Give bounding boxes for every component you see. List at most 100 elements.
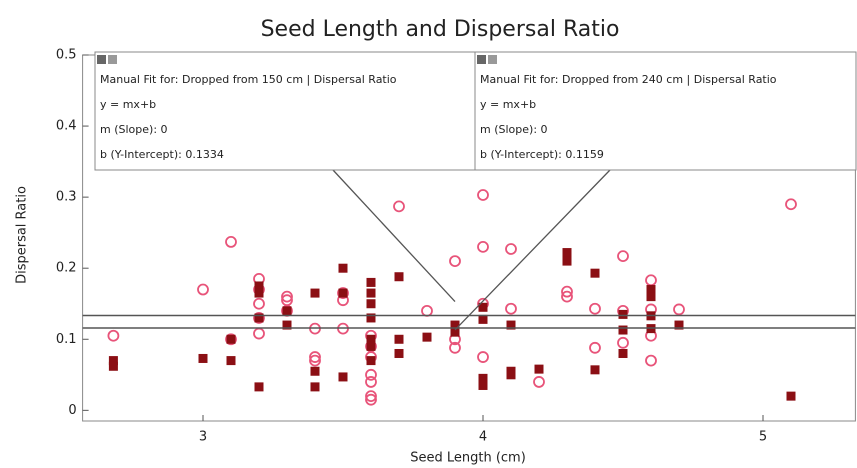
fit-intercept: b (Y-Intercept): 0.1334 [100, 148, 224, 161]
circle-point [365, 393, 377, 406]
intercept-value: 0.1159 [565, 148, 604, 161]
square-point [310, 366, 320, 376]
square-point [108, 361, 118, 371]
circle-point [225, 236, 237, 248]
square-point [366, 356, 376, 366]
square-point [450, 320, 460, 330]
fit-equation: y = mx+b [100, 98, 156, 111]
square-point [786, 391, 796, 401]
circle-point [673, 303, 685, 316]
box-icon [108, 55, 117, 64]
annotation-box [474, 51, 857, 171]
circle-point [589, 341, 601, 354]
square-point [310, 288, 320, 298]
square-point [282, 306, 292, 316]
square-point [254, 313, 264, 323]
circle-point [617, 336, 629, 349]
box-icon [488, 55, 497, 64]
x-tick-label: 3 [199, 430, 207, 445]
circle-point [477, 351, 489, 363]
circle-point [645, 354, 657, 367]
callout-line [332, 169, 456, 302]
circle-point [365, 390, 377, 403]
y-tick-label: 0.5 [56, 48, 77, 63]
circle-point [393, 200, 405, 213]
square-point [478, 380, 488, 390]
circle-point [253, 297, 265, 310]
square-point [366, 299, 376, 309]
fit-intercept: b (Y-Intercept): 0.1159 [480, 148, 604, 161]
square-point [618, 309, 628, 319]
y-tick-label: 0.4 [56, 119, 77, 134]
x-tick-label: 5 [759, 430, 767, 445]
square-point [226, 356, 236, 366]
square-point [506, 320, 516, 330]
y-tick-label: 0.1 [56, 332, 77, 347]
intercept-prefix: b (Y-Intercept): [100, 148, 185, 161]
circle-point [505, 243, 517, 255]
circle-point [197, 283, 209, 296]
square-point [366, 334, 376, 344]
square-point [254, 281, 264, 291]
y-tick-label: 0.3 [56, 190, 77, 205]
square-point [338, 263, 348, 273]
circle-point [785, 198, 797, 211]
callout-line [454, 169, 611, 331]
y-tick-label: 0.2 [56, 261, 77, 276]
circle-point [645, 274, 657, 287]
square-point [450, 327, 460, 337]
square-point [226, 334, 236, 344]
slope-prefix: m (Slope): [480, 123, 541, 136]
square-point [478, 302, 488, 312]
circle-point [253, 312, 265, 324]
fit-slope: m (Slope): 0 [480, 123, 548, 136]
slope-prefix: m (Slope): [100, 123, 161, 136]
fit-equation: y = mx+b [480, 98, 536, 111]
slope-value: 0 [161, 123, 168, 136]
y-axis-label: Dispersal Ratio [15, 186, 30, 284]
circle-point [477, 240, 489, 253]
circle-point [365, 368, 377, 381]
box-icon [477, 55, 486, 64]
x-tick-label: 4 [479, 430, 487, 445]
circle-point [561, 285, 573, 298]
square-point [394, 334, 404, 344]
chart-title: Seed Length and Dispersal Ratio [261, 17, 620, 42]
square-point [254, 382, 264, 392]
x-axis-label: Seed Length (cm) [410, 451, 526, 466]
circle-point [309, 351, 321, 363]
square-point [394, 272, 404, 282]
square-point [618, 348, 628, 358]
circle-point [281, 290, 293, 303]
circle-point [589, 302, 601, 315]
circle-point [477, 189, 489, 201]
square-point [198, 353, 208, 363]
circle-point [449, 341, 461, 354]
square-point [254, 288, 264, 298]
circle-point [309, 354, 321, 367]
square-point [310, 382, 320, 392]
circle-point [365, 376, 377, 388]
fit-slope: m (Slope): 0 [100, 123, 168, 136]
square-point [506, 370, 516, 380]
circle-point [337, 287, 349, 299]
circle-point [225, 333, 237, 346]
square-point [618, 325, 628, 335]
intercept-value: 0.1334 [185, 148, 224, 161]
slope-value: 0 [541, 123, 548, 136]
square-point [562, 256, 572, 266]
circle-point [421, 304, 433, 317]
square-point [366, 277, 376, 287]
annotation-box [94, 51, 476, 171]
circle-point [107, 329, 120, 342]
fit-heading: Manual Fit for: Dropped from 150 cm | Di… [100, 73, 397, 86]
square-point [674, 320, 684, 330]
circle-point [253, 327, 265, 340]
fit-heading: Manual Fit for: Dropped from 240 cm | Di… [480, 73, 777, 86]
y-tick-label: 0 [68, 403, 76, 418]
circle-point [561, 290, 573, 303]
square-point [338, 372, 348, 382]
square-point [646, 292, 656, 302]
square-point [534, 364, 544, 374]
